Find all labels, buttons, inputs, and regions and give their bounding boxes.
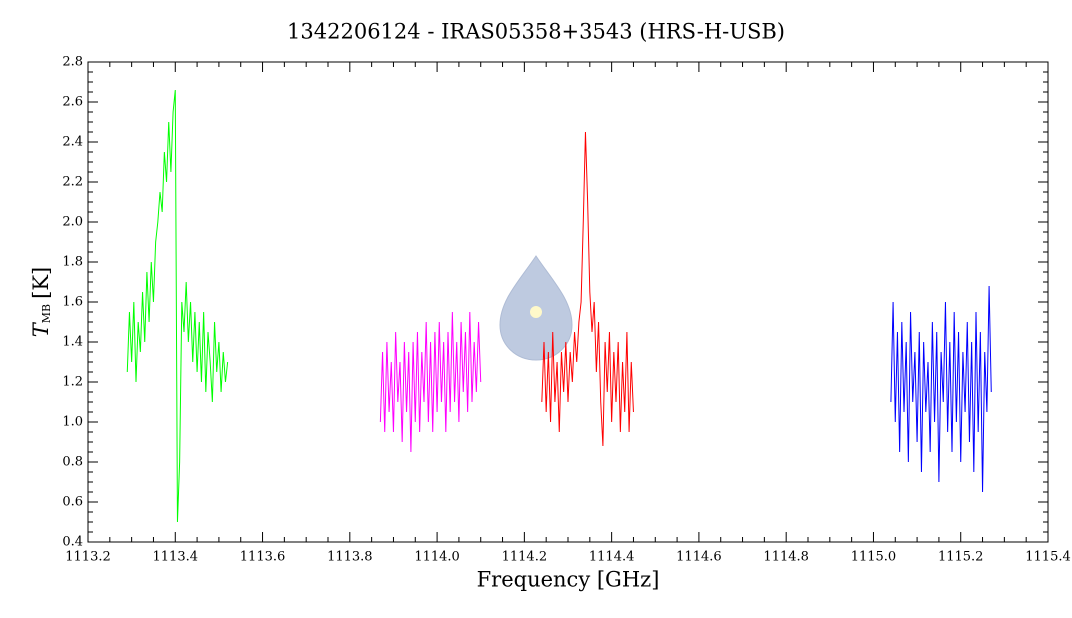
x-tick-label: 1114.4 — [589, 550, 635, 565]
x-tick-label: 1115.0 — [851, 550, 897, 565]
x-axis-label: Frequency [GHz] — [477, 568, 660, 592]
y-tick-label: 0.4 — [62, 535, 83, 550]
x-tick-label: 1113.8 — [327, 550, 373, 565]
spectrum-line — [126, 89, 229, 523]
y-axis-label: TMB [K] — [29, 267, 54, 337]
y-axis-symbol: T — [29, 321, 53, 337]
y-tick-label: 1.2 — [62, 375, 83, 390]
y-tick-label: 1.8 — [62, 255, 83, 270]
y-tick-label: 1.4 — [62, 335, 83, 350]
x-tick-label: 1113.2 — [65, 550, 111, 565]
x-tick-label: 1113.6 — [240, 550, 286, 565]
x-tick-label: 1114.0 — [414, 550, 460, 565]
y-tick-label: 1.6 — [62, 295, 83, 310]
x-tick-label: 1114.8 — [763, 550, 809, 565]
y-tick-label: 2.4 — [62, 135, 83, 150]
x-tick-label: 1113.4 — [153, 550, 199, 565]
y-tick-label: 0.6 — [62, 495, 83, 510]
x-tick-label: 1115.4 — [1025, 550, 1071, 565]
y-tick-label: 2.2 — [62, 175, 83, 190]
plot-frame — [87, 61, 1049, 543]
chart-title: 1342206124 - IRAS05358+3543 (HRS-H-USB) — [287, 20, 785, 44]
y-tick-label: 2.6 — [62, 95, 83, 110]
x-tick-label: 1114.6 — [676, 550, 722, 565]
y-axis-unit: [K] — [29, 267, 53, 299]
watermark — [499, 255, 573, 361]
y-tick-label: 1.0 — [62, 415, 83, 430]
spectrum-line — [890, 285, 992, 493]
watermark-star — [530, 306, 542, 318]
spectrum-line — [541, 131, 634, 447]
spectrum-line — [379, 311, 482, 453]
y-tick-label: 2.8 — [62, 55, 83, 70]
y-tick-label: 2.0 — [62, 215, 83, 230]
x-tick-label: 1114.2 — [502, 550, 548, 565]
y-axis-subscript: MB — [40, 304, 53, 323]
x-tick-label: 1115.2 — [938, 550, 984, 565]
y-tick-label: 0.8 — [62, 455, 83, 470]
